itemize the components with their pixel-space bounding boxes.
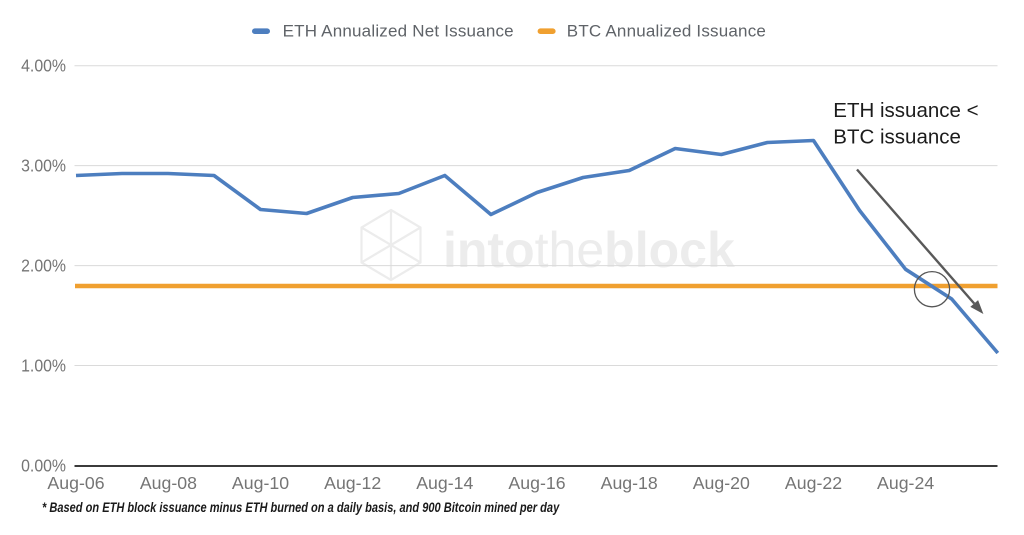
svg-text:Aug-12: Aug-12 <box>324 473 381 493</box>
svg-text:1.00%: 1.00% <box>21 355 66 375</box>
svg-text:Aug-20: Aug-20 <box>693 473 750 493</box>
svg-text:3.00%: 3.00% <box>21 156 66 176</box>
svg-text:Aug-10: Aug-10 <box>232 473 289 493</box>
svg-text:0.00%: 0.00% <box>21 455 66 475</box>
svg-text:ETH issuance <: ETH issuance < <box>833 99 978 122</box>
svg-text:ETH Annualized Net Issuance: ETH Annualized Net Issuance <box>283 21 514 40</box>
svg-text:2.00%: 2.00% <box>21 256 66 276</box>
svg-text:4.00%: 4.00% <box>21 56 66 76</box>
svg-text:Aug-08: Aug-08 <box>140 473 197 493</box>
svg-text:Aug-16: Aug-16 <box>508 473 565 493</box>
svg-text:BTC issuance: BTC issuance <box>833 126 961 149</box>
svg-text:Aug-18: Aug-18 <box>601 473 658 493</box>
svg-text:Aug-06: Aug-06 <box>47 473 104 493</box>
svg-text:* Based on ETH block issuance: * Based on ETH block issuance minus ETH … <box>42 500 560 516</box>
svg-text:Aug-22: Aug-22 <box>785 473 842 493</box>
svg-text:intotheblock: intotheblock <box>443 222 735 278</box>
svg-text:Aug-14: Aug-14 <box>416 473 473 493</box>
svg-text:BTC Annualized Issuance: BTC Annualized Issuance <box>567 21 766 40</box>
svg-text:Aug-24: Aug-24 <box>877 473 934 493</box>
